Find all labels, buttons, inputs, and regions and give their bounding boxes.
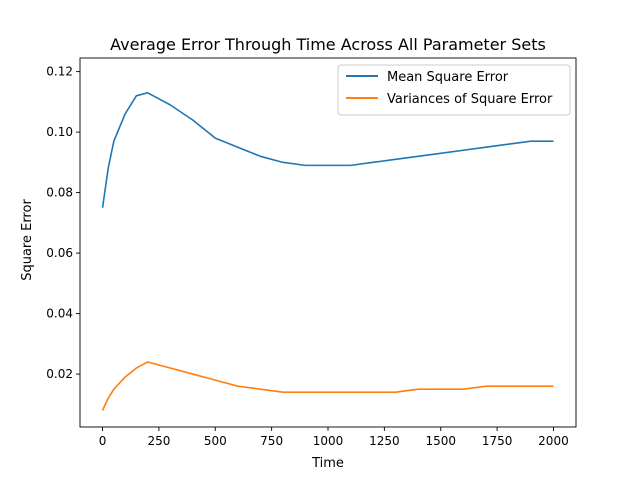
chart-title: Average Error Through Time Across All Pa… [110,35,546,54]
y-tick-label: 0.08 [46,186,73,200]
x-axis-label: Time [311,456,344,471]
x-tick-label: 250 [147,434,170,448]
x-tick-label: 0 [99,434,107,448]
x-tick-label: 1500 [425,434,456,448]
series-line-mean-square-error [101,91,554,208]
legend: Mean Square Error Variances of Square Er… [337,64,571,116]
y-tick-label: 0.02 [46,367,73,381]
series-line-variances-of-square-error [101,361,554,411]
x-tick-label: 1250 [369,434,400,448]
x-tick-label: 750 [260,434,283,448]
y-tick-label: 0.10 [46,125,73,139]
legend-label-mean-square-error: Mean Square Error [387,70,509,85]
y-tick-label: 0.04 [46,307,73,321]
x-tick-label: 1000 [313,434,344,448]
legend-label-variances-of-square-error: Variances of Square Error [387,92,553,107]
y-axis-label: Square Error [20,199,35,281]
x-tick-label: 1750 [482,434,513,448]
legend-frame [337,64,571,116]
axes-layer: 0 250 500 750 1000 1250 1500 1750 2000 0.02 0.04 0.… [46,57,577,448]
x-tick-label: 500 [204,434,227,448]
y-tick-label: 0.12 [46,65,73,79]
x-tick-label: 2000 [538,434,569,448]
series-layer [101,91,554,411]
y-tick-label: 0.06 [46,246,73,260]
